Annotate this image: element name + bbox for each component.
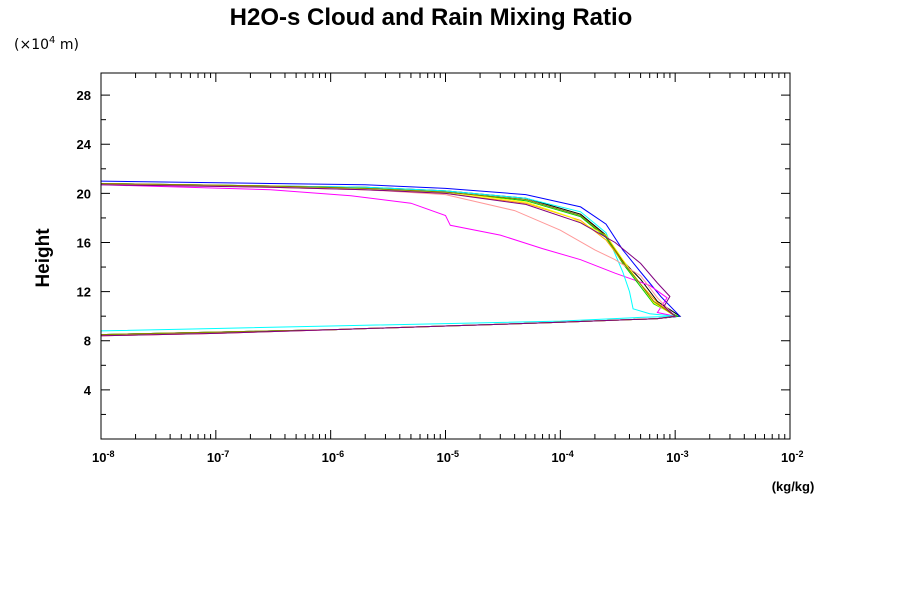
y-tick-label: 4	[84, 383, 92, 398]
series-line-10	[100, 184, 677, 337]
y-tick-label: 20	[77, 186, 91, 201]
y-tick-labels: 4 8 12 16 20 24 28	[77, 88, 92, 398]
ticks-layer	[100, 73, 791, 439]
y-units-suffix: m)	[55, 37, 79, 53]
x-tick-base: 10	[781, 450, 795, 465]
x-tick-label: 10-4	[551, 449, 573, 465]
y-tick-label: 12	[77, 285, 91, 300]
x-tick-label: 10-2	[781, 449, 803, 465]
x-tick-exponent: -2	[795, 449, 803, 459]
x-tick-exponent: -5	[451, 449, 459, 459]
y-tick-label: 28	[77, 88, 91, 103]
x-tick-base: 10	[322, 450, 336, 465]
x-axis-units: (kg/kg)	[772, 479, 815, 494]
x-tick-label: 10-8	[92, 449, 114, 465]
y-units-exponent: 4	[49, 35, 55, 46]
x-tick-base: 10	[207, 450, 221, 465]
series-line-9	[100, 183, 677, 336]
y-axis-label: Height	[33, 228, 54, 288]
series-line-1	[100, 183, 682, 336]
series-line-4	[100, 183, 676, 332]
y-tick-label: 8	[84, 334, 91, 349]
x-tick-exponent: -6	[336, 449, 344, 459]
x-tick-exponent: -7	[221, 449, 229, 459]
series-line-6	[100, 183, 677, 337]
series-line-3	[100, 184, 676, 337]
y-units-label: (×104 m)	[14, 35, 79, 53]
x-tick-base: 10	[437, 450, 451, 465]
x-tick-labels: 10-8 10-7 10-6 10-5 10-4 10-3 10-2	[92, 449, 803, 465]
x-tick-exponent: -8	[106, 449, 114, 459]
y-tick-label: 16	[77, 235, 91, 250]
x-tick-label: 10-7	[207, 449, 229, 465]
chart-title: H2O-s Cloud and Rain Mixing Ratio	[230, 4, 633, 31]
plot-frame	[100, 72, 791, 440]
series-line-7	[100, 183, 677, 336]
x-tick-base: 10	[551, 450, 565, 465]
x-tick-base: 10	[666, 450, 680, 465]
x-tick-label: 10-3	[666, 449, 688, 465]
x-tick-exponent: -4	[566, 449, 574, 459]
series-line-2	[100, 180, 681, 336]
x-tick-label: 10-6	[322, 449, 344, 465]
x-tick-exponent: -3	[681, 449, 689, 459]
series-line-5	[100, 183, 680, 336]
y-tick-label: 24	[77, 137, 92, 152]
series-line-8	[100, 183, 677, 337]
x-tick-base: 10	[92, 450, 106, 465]
series-layer	[100, 180, 682, 337]
y-units-prefix: (×10	[14, 37, 49, 53]
x-tick-label: 10-5	[437, 449, 459, 465]
